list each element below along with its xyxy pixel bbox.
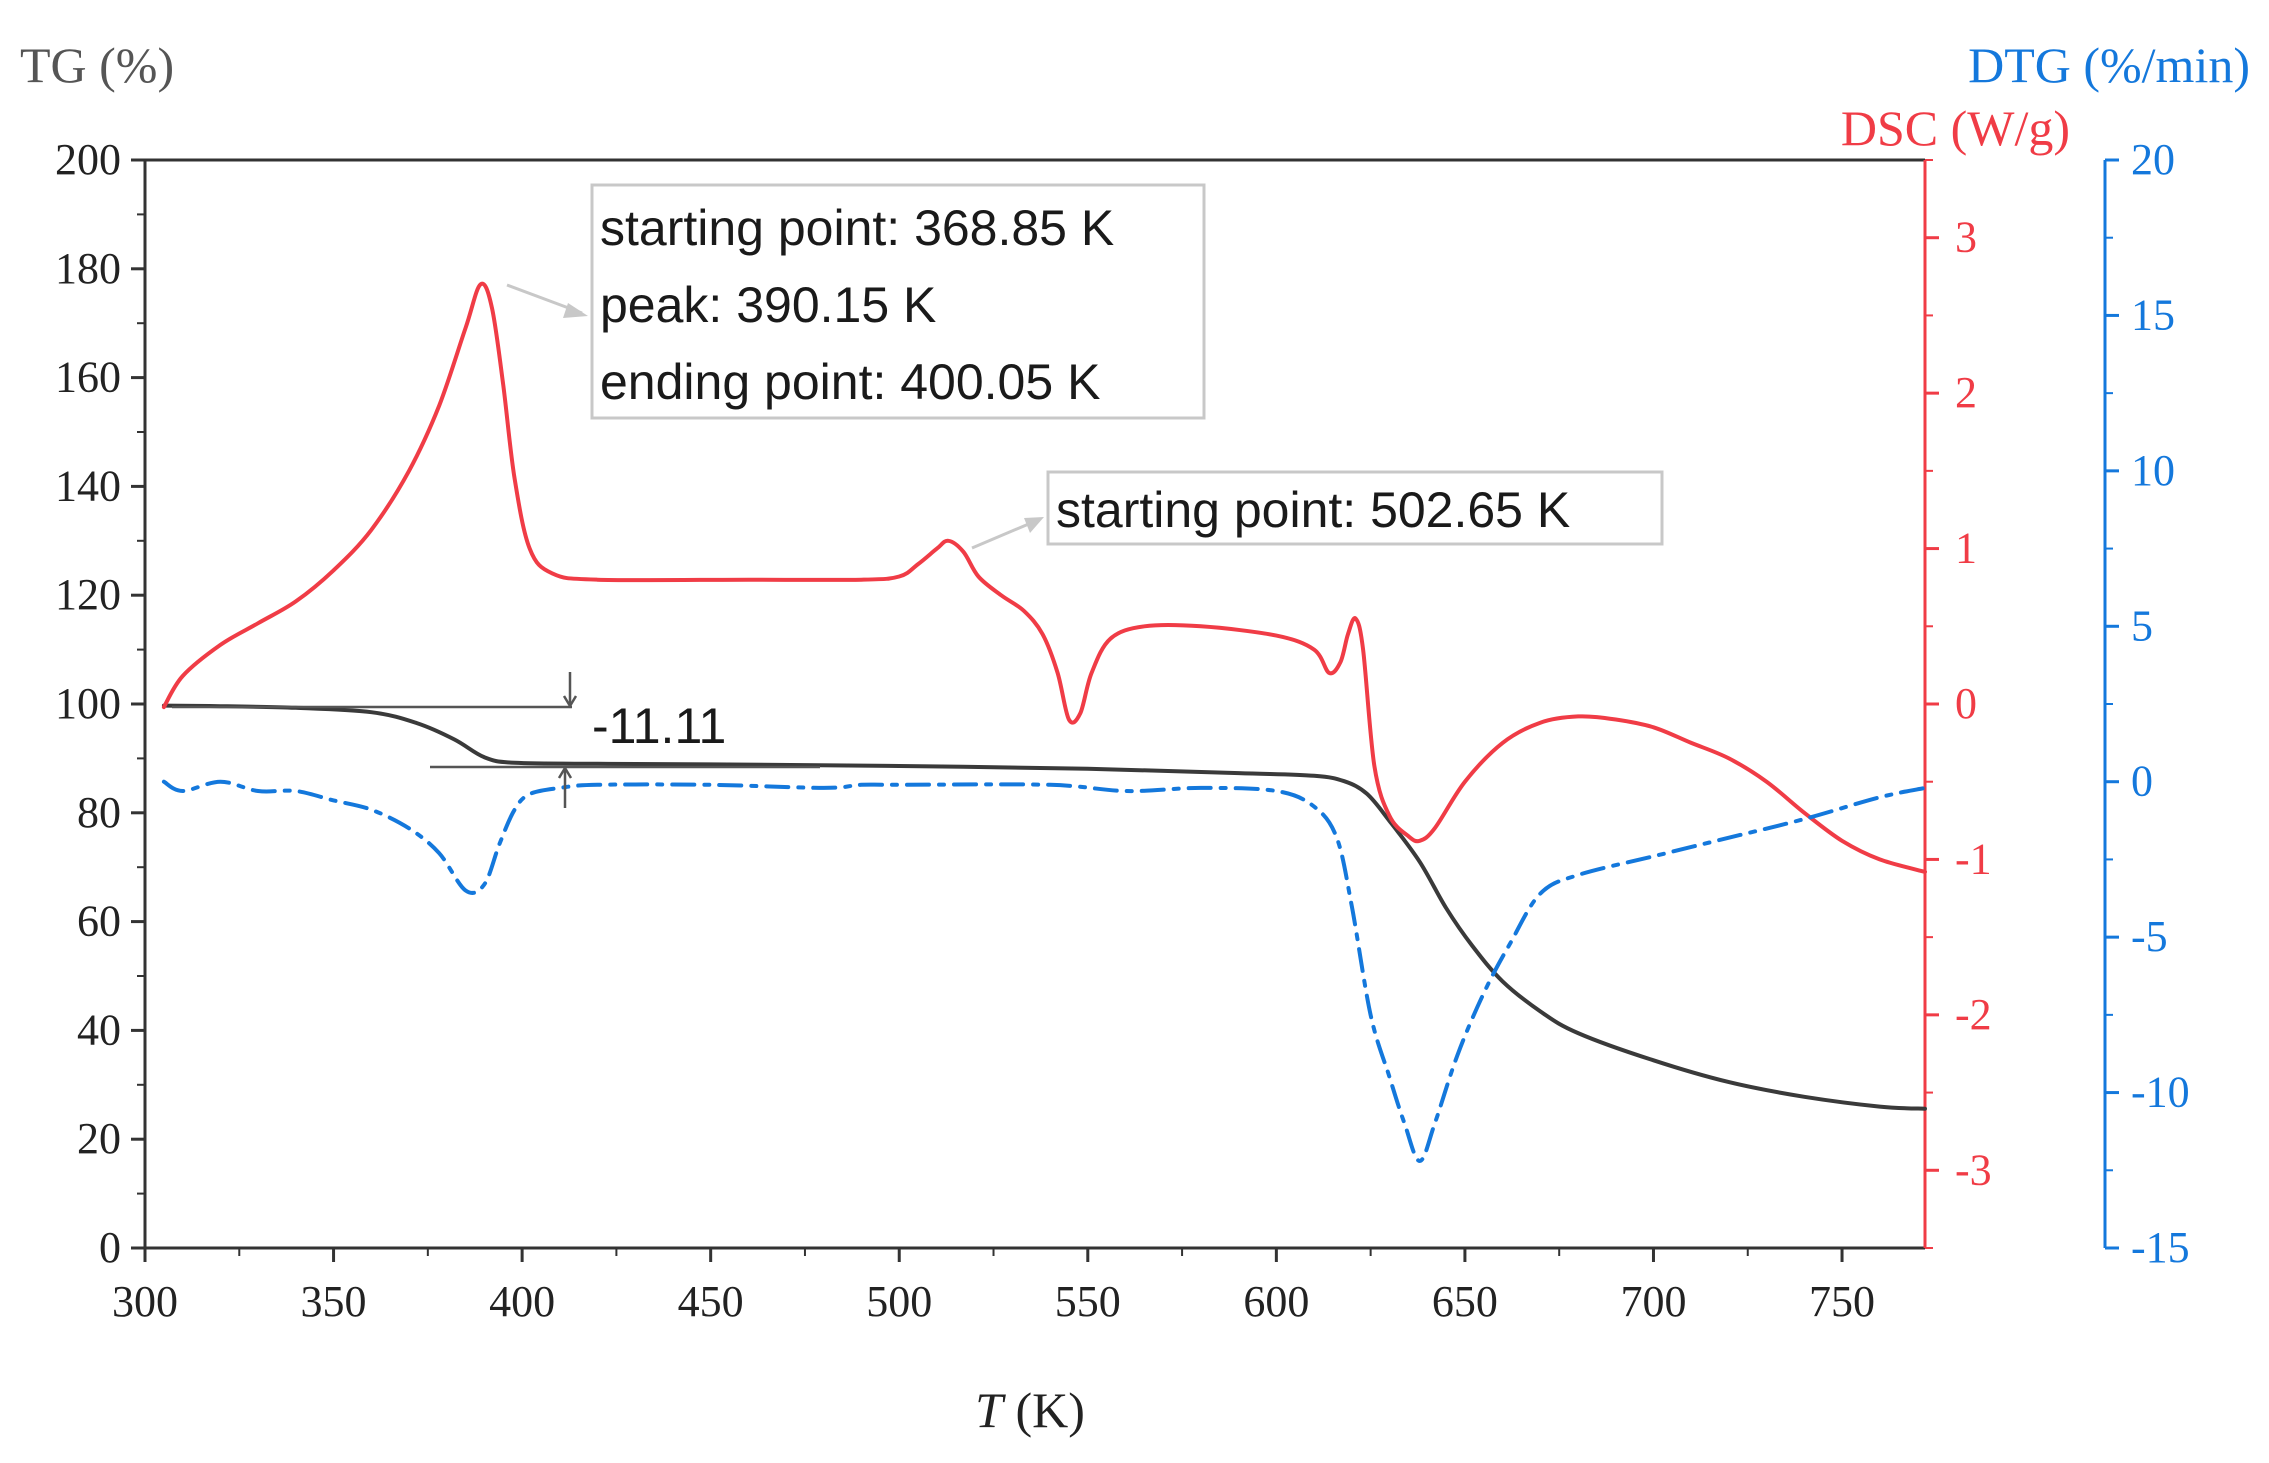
x-tick-label: 600 (1243, 1277, 1309, 1326)
x-tick-label: 450 (678, 1277, 744, 1326)
x-tick-label: 500 (866, 1277, 932, 1326)
peak-annotation: starting point: 368.85 K peak: 390.15 K … (506, 183, 1206, 420)
dsc-axis-title: DSC (W/g) (1841, 100, 2070, 156)
tg-curve (161, 703, 1927, 1111)
x-axis-title: T (K) (975, 1382, 1085, 1438)
x-tick-label: 350 (301, 1277, 367, 1326)
tg-tick-label: 40 (77, 1005, 121, 1054)
peak-box-end: ending point: 400.05 K (600, 354, 1100, 410)
tg-tick-label: 200 (55, 135, 121, 184)
x-tick-label: 650 (1432, 1277, 1498, 1326)
dtg-tick-label: 20 (2131, 135, 2175, 184)
mass-loss-label: -11.11 (592, 698, 726, 754)
tg-tick-label: 0 (99, 1223, 121, 1272)
dtg-tick-label: -15 (2131, 1223, 2190, 1272)
dsc-tick-label: -3 (1955, 1145, 1992, 1194)
tg-tick-label: 80 (77, 788, 121, 837)
second-annotation: starting point: 502.65 K (971, 470, 1664, 550)
dtg-tick-label: -10 (2131, 1068, 2190, 1117)
dtg-axis-title: DTG (%/min) (1968, 37, 2250, 93)
tg-tick-label: 180 (55, 244, 121, 293)
tg-tick-label: 160 (55, 353, 121, 402)
tg-tick-label: 20 (77, 1114, 121, 1163)
mass-loss-marker (172, 672, 820, 808)
dtg-tick-label: -5 (2131, 912, 2168, 961)
dtg-curve (161, 779, 1927, 1163)
tg-axis-title: TG (%) (20, 37, 174, 93)
dtg-tick-label: 5 (2131, 601, 2153, 650)
dsc-tick-label: 3 (1955, 213, 1977, 262)
second-box-start: starting point: 502.65 K (1056, 482, 1570, 538)
dsc-tick-label: 2 (1955, 368, 1977, 417)
tg-tick-label: 120 (55, 570, 121, 619)
dsc-tick-label: -2 (1955, 990, 1992, 1039)
tick-layer: 300 350 400 450 500 550 600 650 700 7500204060801… (55, 135, 2190, 1326)
peak-annotation-arrowhead (563, 303, 588, 318)
dsc-tick-label: 1 (1955, 524, 1977, 573)
tg-tick-label: 100 (55, 679, 121, 728)
dtg-tick-label: 10 (2131, 446, 2175, 495)
series-layer (161, 281, 1927, 1163)
peak-box-peak: peak: 390.15 K (600, 277, 936, 333)
dsc-tick-label: 0 (1955, 679, 1977, 728)
dtg-tick-label: 0 (2131, 757, 2153, 806)
dtg-tick-label: 15 (2131, 290, 2175, 339)
peak-box-start: starting point: 368.85 K (600, 200, 1114, 256)
x-tick-label: 550 (1055, 1277, 1121, 1326)
tg-tick-label: 60 (77, 897, 121, 946)
x-tick-label: 750 (1809, 1277, 1875, 1326)
x-tick-label: 700 (1620, 1277, 1686, 1326)
dsc-tick-label: -1 (1955, 834, 1992, 883)
second-annotation-arrowhead (1024, 517, 1044, 533)
tg-tick-label: 140 (55, 461, 121, 510)
dsc-curve (161, 281, 1927, 874)
x-tick-label: 300 (112, 1277, 178, 1326)
x-tick-label: 400 (489, 1277, 555, 1326)
